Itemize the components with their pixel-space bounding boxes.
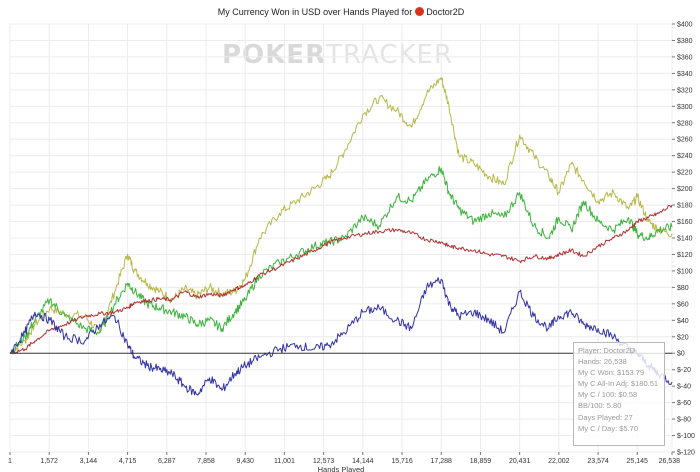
watermark-part1: POKER [222,40,327,70]
chart-title-player: Doctor2D [426,7,465,17]
axes: $-120 $-100 $-80 $-60 $-40 $-20 $0 $20 $40 $60 $80… [8,22,695,472]
stats-days: Days Played: 27 [578,412,633,422]
series-line-3 [9,204,673,354]
x-tick-label: 22,002 [548,458,570,465]
x-tick-label: 1,572 [40,458,58,465]
stats-won: My C Won: $153.79 [578,368,645,378]
y-tick-label: $100 [677,268,693,275]
pokertracker-watermark-logo: POKERTRACKER [222,40,453,70]
y-tick-label: $-60 [677,400,691,407]
y-tick-label: $80 [677,285,689,292]
x-tick-label: 11,001 [274,458,295,465]
y-tick-label: $160 [677,219,693,226]
x-tick-label: 20,431 [509,458,531,465]
x-tick-label: 9,430 [236,458,254,465]
stats-allin: My C All-In Adj: $180.51 [578,379,659,389]
y-tick-label: $140 [677,236,693,243]
chart-title-prefix: My Currency Won in USD over Hands Played… [217,7,413,17]
series-line-4 [9,277,673,396]
x-tick-label: 18,859 [470,458,492,465]
series-line-1 [9,77,673,355]
y-tick-label: $220 [677,170,693,177]
y-tick-label: $-80 [677,417,691,424]
y-tick-label: $340 [677,71,693,78]
y-tick-label: $20 [677,334,689,341]
stats-bb100: BB/100: 5.80 [578,401,622,411]
x-axis-label: Hands Played [318,465,365,472]
stats-perday: My C / Day: $5.70 [578,423,639,433]
chart-title: My Currency Won in USD over Hands Played… [0,7,682,17]
stats-hands: Hands: 26,538 [578,357,627,367]
y-tick-label: $120 [677,252,693,259]
y-tick-label: $-100 [677,433,695,440]
x-tick-label: 6,287 [158,458,176,465]
y-tick-label: $400 [677,22,693,29]
stats-panel: Player: Doctor2D Hands: 26,538 My C Won:… [573,342,665,446]
y-tick-label: $180 [677,203,693,210]
x-tick-label: 3,144 [80,458,98,465]
y-tick-label: $260 [677,137,693,144]
y-tick-label: $360 [677,54,693,61]
x-tick-label: 4,715 [119,458,137,465]
watermark-part2: TRACKER [326,40,454,70]
y-tick-label: $40 [677,318,689,325]
y-tick-label: $60 [677,301,689,308]
y-tick-label: $320 [677,87,693,94]
y-tick-label: $200 [677,186,693,193]
x-tick-label: 1 [8,458,12,465]
y-tick-label: $380 [677,38,693,45]
x-tick-label: 23,574 [587,458,609,465]
x-tick-label: 26,538 [659,458,681,465]
x-tick-label: 15,716 [391,458,413,465]
x-tick-label: 14,144 [352,458,374,465]
y-tick-label: $240 [677,153,693,160]
y-tick-label: $280 [677,120,693,127]
x-tick-label: 25,145 [627,458,649,465]
stats-player: Player: Doctor2D [578,346,636,355]
y-tick-label: $300 [677,104,693,111]
y-tick-label: $-40 [677,384,691,391]
y-tick-label: $-20 [677,367,691,374]
x-tick-label: 7,858 [197,458,215,465]
x-tick-label: 17,288 [431,458,453,465]
x-tick-label: 12,573 [313,458,335,465]
player-flag-icon [415,7,425,16]
y-tick-label: $-120 [677,450,695,457]
series-line-2 [9,165,673,354]
grid [9,23,673,453]
stats-per100: My C / 100: $0.58 [578,390,638,400]
series-layer [9,77,673,396]
y-tick-label: $0 [677,351,685,358]
